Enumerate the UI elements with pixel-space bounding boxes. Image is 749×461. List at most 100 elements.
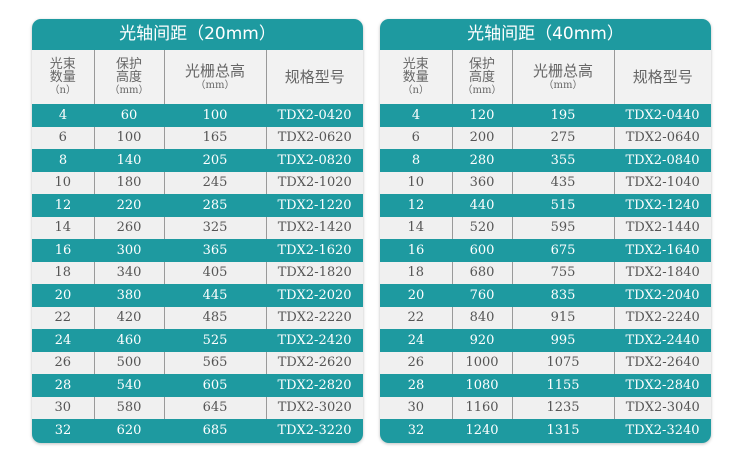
- table-cell: 920: [469, 332, 495, 348]
- table-cell: 100: [93, 126, 165, 149]
- table-cell: 24: [54, 332, 72, 348]
- table-cell: 420: [93, 306, 165, 329]
- table-cell: 10: [380, 171, 453, 194]
- table-cell: 1155: [546, 377, 580, 393]
- header-beams: 光束 数量 （n）: [32, 50, 95, 104]
- table-cell: 680: [451, 261, 513, 284]
- table-cell: TDX2-0420: [277, 107, 352, 123]
- table-cell: TDX2-0840: [625, 152, 700, 168]
- table-row: 10 180 245 TDX2-1020: [32, 171, 363, 194]
- table-cell: 525: [202, 332, 228, 348]
- table-cell: 645: [163, 396, 267, 419]
- table-cell: TDX2-1220: [277, 197, 352, 213]
- table-cell: TDX2-2020: [277, 287, 352, 303]
- table-cell: 440: [469, 197, 495, 213]
- table-cell: 30: [32, 396, 95, 419]
- table-cell: 20: [54, 287, 72, 303]
- table-cell: 520: [451, 216, 513, 239]
- table-cell: 500: [93, 351, 165, 374]
- table-cell: TDX2-2640: [613, 351, 711, 374]
- table-cell: 200: [451, 126, 513, 149]
- table-cell: 6: [32, 126, 95, 149]
- table-cell: 515: [550, 197, 576, 213]
- table-cell: 10: [32, 171, 95, 194]
- table-cell: 405: [163, 261, 267, 284]
- table-row: 12 220 285 TDX2-1220: [32, 194, 363, 217]
- table-cell: 18: [380, 261, 453, 284]
- table-row: 22 420 485 TDX2-2220: [32, 306, 363, 329]
- table-cell: TDX2-1040: [613, 171, 711, 194]
- table-cell: TDX2-1240: [625, 197, 700, 213]
- table-cell: 60: [120, 107, 138, 123]
- table-row: 16 600 675 TDX2-1640: [380, 239, 711, 262]
- table-cell: TDX2-2040: [625, 287, 700, 303]
- table-cell: 14: [380, 216, 453, 239]
- table-cell: 140: [116, 152, 142, 168]
- table-row: 24 920 995 TDX2-2440: [380, 329, 711, 352]
- table-cell: 435: [511, 171, 615, 194]
- table-cell: 340: [93, 261, 165, 284]
- table-cell: 4: [411, 107, 421, 123]
- table-cell: TDX2-3240: [625, 422, 700, 438]
- table-cell: 445: [202, 287, 228, 303]
- table-cell: 30: [380, 396, 453, 419]
- table-cell: TDX2-3040: [613, 396, 711, 419]
- table-row: 30 1160 1235 TDX2-3040: [380, 396, 711, 419]
- table-cell: 28: [407, 377, 425, 393]
- header-beams: 光束 数量 （n）: [380, 50, 453, 104]
- table-cell: 685: [202, 422, 228, 438]
- table-cell: 1160: [451, 396, 513, 419]
- header-protect: 保护 高度 （mm）: [451, 50, 513, 104]
- table-cell: 20: [407, 287, 425, 303]
- table-cell: TDX2-0640: [613, 126, 711, 149]
- table-row: 10 360 435 TDX2-1040: [380, 171, 711, 194]
- header-row: 光束 数量 （n） 保护 高度 （mm） 光栅总高 （mm） 规格型号: [380, 50, 711, 104]
- table-row: 22 840 915 TDX2-2240: [380, 306, 711, 329]
- spec-table-20mm: 光轴间距（20mm） 光束 数量 （n） 保护 高度 （mm） 光栅总高 （mm） 规格型号 4 60…: [32, 19, 363, 443]
- spec-table-40mm: 光轴间距（40mm） 光束 数量 （n） 保护 高度 （mm） 光栅总高 （mm） 规格型号 4 12…: [380, 19, 711, 443]
- table-cell: 755: [511, 261, 615, 284]
- table-cell: TDX2-1020: [265, 171, 363, 194]
- header-total: 光栅总高 （mm）: [511, 50, 615, 104]
- table-cell: 285: [202, 197, 228, 213]
- table-cell: TDX2-1820: [265, 261, 363, 284]
- table-cell: 275: [511, 126, 615, 149]
- table-cell: TDX2-2820: [277, 377, 352, 393]
- table-cell: 4: [58, 107, 68, 123]
- table-row: 16 300 365 TDX2-1620: [32, 239, 363, 262]
- table-row: 8 280 355 TDX2-0840: [380, 149, 711, 172]
- table-cell: 16: [54, 242, 72, 258]
- table-cell: TDX2-0440: [625, 107, 700, 123]
- table-row: 26 1000 1075 TDX2-2640: [380, 351, 711, 374]
- table-cell: 380: [116, 287, 142, 303]
- table-cell: 280: [469, 152, 495, 168]
- table-cell: TDX2-0620: [265, 126, 363, 149]
- header-row: 光束 数量 （n） 保护 高度 （mm） 光栅总高 （mm） 规格型号: [32, 50, 363, 104]
- table-cell: 18: [32, 261, 95, 284]
- table-cell: 220: [116, 197, 142, 213]
- table-cell: TDX2-3020: [265, 396, 363, 419]
- table-cell: TDX2-1420: [265, 216, 363, 239]
- table-row: 28 540 605 TDX2-2820: [32, 374, 363, 397]
- table-cell: 26: [380, 351, 453, 374]
- table-cell: 245: [163, 171, 267, 194]
- table-row: 18 340 405 TDX2-1820: [32, 261, 363, 284]
- table-cell: 205: [202, 152, 228, 168]
- table-cell: 22: [380, 306, 453, 329]
- table-cell: 605: [202, 377, 228, 393]
- table-cell: 675: [550, 242, 576, 258]
- table-row: 6 100 165 TDX2-0620: [32, 126, 363, 149]
- table-row: 4 120 195 TDX2-0440: [380, 104, 711, 127]
- table-cell: 260: [93, 216, 165, 239]
- table-row: 32 620 685 TDX2-3220: [32, 419, 363, 442]
- table-cell: 300: [116, 242, 142, 258]
- table-cell: 1000: [451, 351, 513, 374]
- table-cell: TDX2-2620: [265, 351, 363, 374]
- table-row: 8 140 205 TDX2-0820: [32, 149, 363, 172]
- header-model: 规格型号: [265, 50, 363, 104]
- table-row: 24 460 525 TDX2-2420: [32, 329, 363, 352]
- table-cell: 600: [469, 242, 495, 258]
- table-cell: 32: [54, 422, 72, 438]
- table-row: 14 520 595 TDX2-1440: [380, 216, 711, 239]
- table-cell: 595: [511, 216, 615, 239]
